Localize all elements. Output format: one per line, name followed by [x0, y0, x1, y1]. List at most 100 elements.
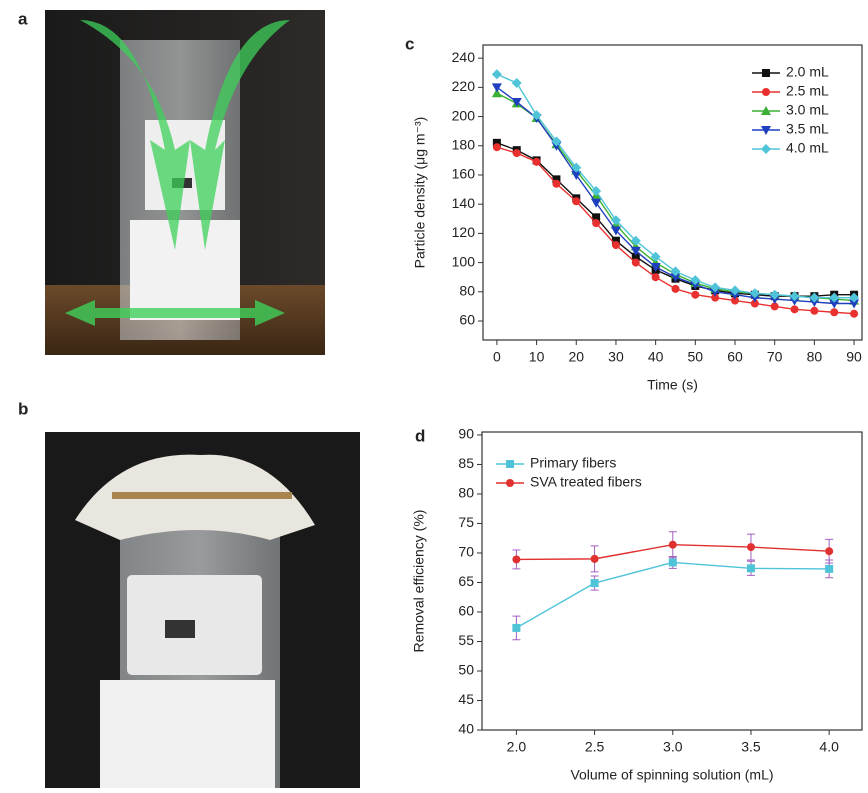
y-tick-label: 85 — [458, 455, 474, 471]
marker — [511, 77, 522, 88]
marker — [761, 106, 771, 115]
marker — [610, 215, 621, 226]
marker — [830, 308, 839, 317]
marker — [746, 564, 755, 573]
marker — [590, 554, 599, 563]
panel-label: a — [18, 9, 28, 28]
marker — [531, 110, 542, 121]
marker — [650, 262, 661, 272]
marker — [829, 292, 840, 303]
marker — [512, 555, 521, 564]
y-axis-title: Removal efficiency (%) — [411, 510, 427, 653]
y-tick-label: 120 — [452, 224, 476, 240]
y-tick-label: 55 — [458, 632, 474, 648]
marker — [532, 157, 541, 166]
legend-label: 2.5 mL — [786, 83, 829, 99]
y-tick-label: 220 — [452, 78, 476, 94]
x-axis-title: Volume of spinning solution (mL) — [570, 767, 773, 783]
marker — [630, 246, 641, 256]
x-tick-label: 0 — [493, 349, 501, 365]
y-tick-label: 140 — [452, 195, 476, 211]
marker — [761, 144, 771, 154]
x-tick-label: 70 — [767, 349, 783, 365]
photo-a — [45, 10, 325, 355]
marker — [670, 273, 681, 283]
marker — [670, 266, 681, 277]
legend-label: 4.0 mL — [786, 140, 829, 156]
marker — [761, 126, 771, 135]
legend-label: 3.0 mL — [786, 102, 829, 118]
marker — [572, 197, 581, 206]
marker — [825, 547, 834, 556]
marker — [552, 175, 561, 184]
marker — [551, 136, 562, 147]
marker — [590, 579, 599, 588]
x-tick-label: 20 — [568, 349, 584, 365]
marker — [512, 149, 521, 158]
plot-frame — [482, 44, 863, 341]
y-tick-label: 80 — [459, 283, 475, 299]
marker — [770, 302, 779, 311]
marker — [631, 258, 640, 267]
marker — [591, 186, 602, 197]
marker — [810, 306, 819, 315]
marker — [611, 236, 620, 245]
marker — [571, 170, 582, 180]
marker — [710, 282, 721, 293]
marker — [750, 299, 759, 308]
y-tick-label: 50 — [458, 662, 474, 678]
panel-label: d — [415, 426, 425, 445]
marker — [492, 143, 501, 152]
marker — [690, 275, 701, 286]
y-tick-label: 240 — [452, 49, 476, 65]
marker — [592, 219, 601, 228]
marker — [749, 288, 760, 299]
marker — [611, 241, 620, 250]
marker — [491, 88, 502, 98]
x-tick-label: 90 — [846, 349, 862, 365]
x-tick-label: 10 — [529, 349, 545, 365]
marker — [671, 284, 680, 293]
marker — [762, 69, 770, 77]
marker — [711, 293, 720, 302]
marker — [511, 97, 522, 107]
series-line — [516, 561, 830, 629]
y-tick-label: 180 — [452, 136, 476, 152]
marker — [591, 198, 602, 208]
marker — [849, 299, 860, 309]
marker — [552, 179, 561, 188]
y-tick-label: 60 — [458, 603, 474, 619]
marker — [849, 292, 860, 303]
y-tick-label: 100 — [452, 253, 476, 269]
marker — [630, 235, 641, 246]
y-tick-label: 40 — [458, 721, 474, 737]
marker — [790, 305, 799, 314]
legend-label: Primary fibers — [530, 455, 616, 471]
marker — [850, 309, 859, 318]
y-axis-title: Particle density (μg m⁻³) — [412, 117, 428, 269]
y-tick-label: 160 — [452, 166, 476, 182]
marker — [829, 299, 840, 309]
marker — [506, 460, 514, 468]
x-tick-label: 80 — [807, 349, 823, 365]
marker — [691, 290, 700, 299]
marker — [506, 479, 514, 487]
marker — [491, 83, 502, 93]
marker — [592, 213, 601, 222]
y-tick-label: 70 — [458, 544, 474, 560]
x-tick-label: 30 — [608, 349, 624, 365]
marker — [512, 623, 521, 632]
marker — [789, 291, 800, 302]
y-tick-label: 80 — [458, 485, 474, 501]
marker — [746, 543, 755, 552]
y-tick-label: 90 — [458, 426, 474, 442]
x-tick-label: 2.5 — [585, 739, 605, 755]
y-tick-label: 65 — [458, 573, 474, 589]
legend-label: 3.5 mL — [786, 121, 829, 137]
x-tick-label: 3.0 — [663, 739, 683, 755]
marker — [650, 251, 661, 262]
marker — [631, 252, 640, 261]
x-tick-label: 3.5 — [741, 739, 761, 755]
